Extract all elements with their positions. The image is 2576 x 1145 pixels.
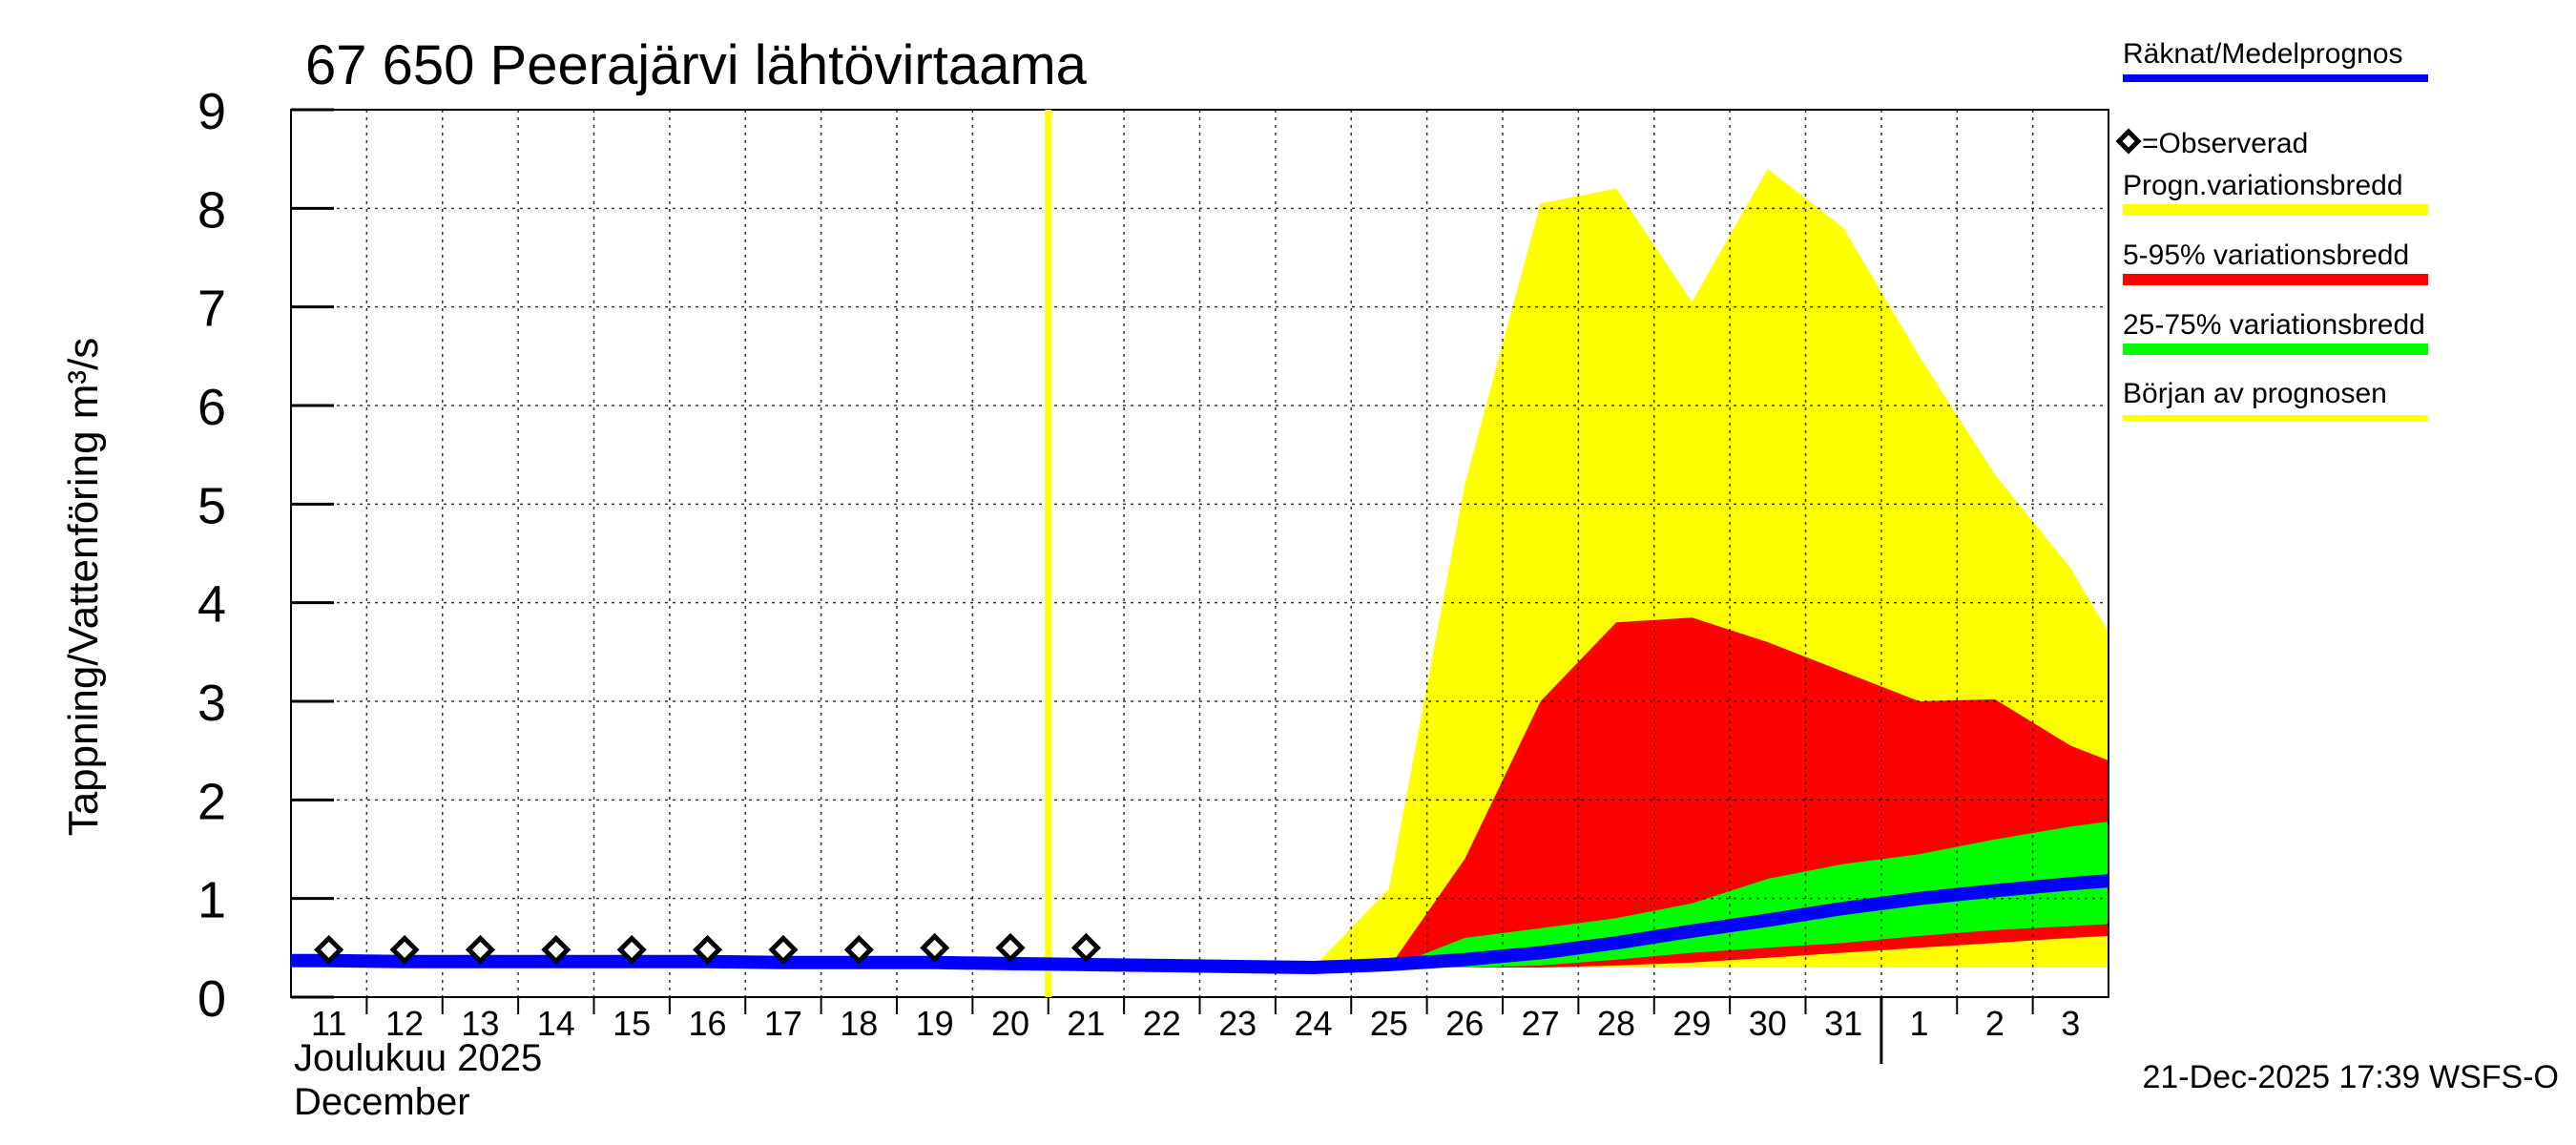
x-tick-label: 18: [840, 1004, 878, 1043]
observed-marker: [314, 934, 344, 965]
x-axis-month-label-sv: December: [294, 1081, 470, 1123]
legend-label: 25-75% variationsbredd: [2123, 309, 2425, 341]
x-tick-label: 12: [385, 1004, 424, 1043]
x-tick-label: 27: [1522, 1004, 1560, 1043]
footer-timestamp: 21-Dec-2025 17:39 WSFS-O: [2142, 1059, 2559, 1095]
y-axis-label: Tappning/Vattenföring m³/s: [60, 338, 107, 837]
x-tick-label: 23: [1218, 1004, 1257, 1043]
legend-label: Räknat/Medelprognos: [2123, 38, 2403, 70]
x-tick-label: 17: [764, 1004, 802, 1043]
x-tick-label: 20: [991, 1004, 1029, 1043]
x-tick-label: 3: [2061, 1004, 2080, 1043]
legend-label: 5-95% variationsbredd: [2123, 239, 2409, 271]
legend-label: Början av prognosen: [2123, 378, 2387, 409]
observed-marker: [768, 934, 799, 965]
x-tick-label: 15: [613, 1004, 651, 1043]
x-tick-label: 25: [1370, 1004, 1408, 1043]
x-tick-label: 29: [1672, 1004, 1711, 1043]
x-tick-label: 13: [461, 1004, 499, 1043]
observed-marker: [995, 932, 1026, 963]
observed-marker: [616, 934, 647, 965]
x-tick-label: 28: [1597, 1004, 1635, 1043]
observed-marker: [693, 934, 723, 965]
observed-marker: [541, 934, 571, 965]
observed-marker: [389, 934, 420, 965]
x-tick-label: 2: [1985, 1004, 2005, 1043]
y-tick-label: 4: [197, 576, 226, 634]
y-tick-label: 9: [197, 83, 226, 140]
x-tick-label: 22: [1143, 1004, 1181, 1043]
x-tick-label: 11: [311, 1004, 346, 1043]
x-tick-label: 19: [916, 1004, 954, 1043]
y-tick-label: 6: [197, 379, 226, 436]
observed-marker: [465, 934, 495, 965]
mean-forecast-line: [291, 874, 2109, 974]
range-25-75-band: [1388, 822, 2109, 968]
observed-marker: [1070, 932, 1101, 963]
x-tick-label: 16: [689, 1004, 727, 1043]
y-tick-label: 2: [197, 773, 226, 830]
y-tick-label: 7: [197, 281, 226, 338]
x-tick-label: 31: [1824, 1004, 1862, 1043]
legend-observed-marker: [2115, 128, 2142, 155]
observed-marker: [920, 932, 950, 963]
observed-marker: [843, 934, 874, 965]
x-tick-label: 30: [1749, 1004, 1787, 1043]
x-tick-label: 21: [1067, 1004, 1105, 1043]
x-axis-month-label: Joulukuu 2025: [294, 1037, 542, 1079]
x-tick-label: 24: [1295, 1004, 1333, 1043]
chart-title: 67 650 Peerajärvi lähtövirtaama: [305, 34, 1088, 96]
y-tick-label: 8: [197, 181, 226, 239]
x-tick-label: 14: [537, 1004, 575, 1043]
legend-label: =Observerad: [2142, 128, 2308, 159]
legend-label: Progn.variationsbredd: [2123, 170, 2403, 201]
x-tick-label: 1: [1910, 1004, 1929, 1043]
y-tick-label: 5: [197, 477, 226, 534]
x-tick-label: 26: [1445, 1004, 1484, 1043]
y-tick-label: 1: [197, 872, 226, 929]
y-tick-label: 3: [197, 675, 226, 732]
legend: Räknat/Medelprognos =Observerad Progn.vari…: [2115, 38, 2428, 421]
y-tick-label: 0: [197, 970, 226, 1028]
